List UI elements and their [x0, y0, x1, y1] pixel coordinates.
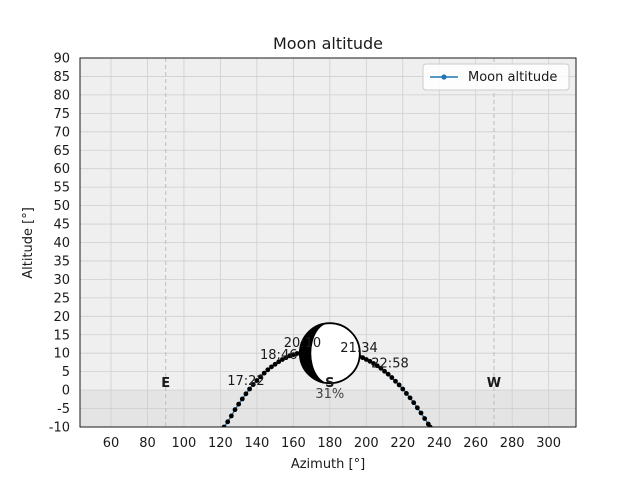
- data-point: [221, 424, 227, 427]
- y-tick-label: 10: [53, 347, 70, 362]
- data-point: [290, 352, 296, 358]
- data-point: [294, 351, 300, 356]
- data-point: [269, 364, 274, 370]
- x-tick-label: 240: [427, 436, 452, 451]
- y-tick-label: 45: [53, 218, 70, 233]
- data-point: [378, 365, 384, 371]
- data-point: [280, 357, 285, 362]
- y-tick-label: 40: [53, 236, 70, 251]
- data-point: [363, 357, 369, 362]
- data-point: [258, 374, 263, 380]
- data-point: [371, 361, 376, 366]
- time-label: 22:58: [371, 357, 408, 372]
- time-label: 17:22: [227, 374, 264, 389]
- data-point: [411, 400, 417, 406]
- data-point: [360, 355, 366, 361]
- compass-label-S: S: [325, 376, 334, 391]
- data-point: [396, 382, 402, 388]
- y-tick-label: 85: [53, 70, 70, 85]
- y-tick-label: 55: [53, 181, 70, 196]
- data-point: [422, 416, 428, 421]
- y-tick-label: 70: [53, 125, 70, 140]
- x-tick-label: 60: [103, 436, 120, 451]
- compass-label-E: E: [161, 376, 170, 391]
- y-tick-label: 80: [53, 88, 70, 103]
- moon-illumination-label: 31%: [315, 387, 344, 402]
- data-point: [261, 370, 267, 376]
- x-tick-label: 180: [317, 436, 342, 451]
- y-tick-label: 20: [53, 310, 70, 325]
- plot-frame: [79, 57, 577, 428]
- time-label: 20:10: [284, 336, 321, 351]
- data-point: [228, 413, 234, 419]
- data-point: [427, 424, 433, 427]
- x-tick-label: 100: [172, 436, 197, 451]
- data-point: [239, 396, 245, 402]
- data-point: [236, 401, 242, 407]
- data-point: [283, 355, 289, 361]
- data-point: [243, 391, 249, 397]
- x-tick-label: 260: [463, 436, 488, 451]
- data-point: [254, 378, 260, 383]
- y-tick-label: 75: [53, 107, 70, 122]
- x-tick-label: 280: [500, 436, 525, 451]
- compass-guides: [165, 58, 495, 427]
- x-tick-label: 220: [390, 436, 415, 451]
- y-tick-label: 65: [53, 144, 70, 159]
- x-tick-label: 160: [281, 436, 306, 451]
- compass-label-W: W: [487, 376, 501, 391]
- legend-marker: [441, 74, 447, 80]
- y-tick-label: 15: [53, 328, 70, 343]
- legend: Moon altitude: [422, 63, 570, 91]
- y-tick-label: 25: [53, 291, 70, 306]
- data-point: [367, 358, 373, 364]
- x-axis-label: Azimuth [°]: [291, 457, 365, 472]
- y-tick-label: 0: [62, 384, 70, 399]
- legend-label: Moon altitude: [468, 70, 557, 85]
- y-tick-label: 35: [53, 254, 70, 269]
- x-tick-label: 120: [208, 436, 233, 451]
- data-point: [382, 368, 387, 374]
- data-point: [400, 386, 406, 392]
- y-tick-label: 50: [53, 199, 70, 214]
- data-point: [389, 375, 395, 380]
- x-tick-label: 300: [536, 436, 561, 451]
- data-point: [276, 359, 282, 365]
- y-axis-label: Altitude [°]: [21, 207, 36, 279]
- time-label: 21:34: [340, 341, 377, 356]
- data-point: [247, 386, 252, 392]
- data-point: [250, 382, 256, 387]
- y-tick-label: 60: [53, 162, 70, 177]
- x-tick-label: 80: [139, 436, 156, 451]
- y-tick-label: 5: [62, 365, 70, 380]
- x-tick-label: 140: [244, 436, 269, 451]
- y-tick-label: 30: [53, 273, 70, 288]
- x-tick-label: 200: [354, 436, 379, 451]
- y-tick-label: 90: [53, 52, 70, 67]
- data-point: [385, 371, 391, 377]
- data-point: [404, 391, 409, 396]
- data-point: [407, 395, 413, 401]
- y-ticks: -10 -5 0 5 10 15 20 25 30 35 40 45 50 55 60 65 70 75 80 85 9…: [49, 52, 70, 436]
- data-point: [272, 361, 278, 367]
- moon-phase-icon: 31%: [298, 322, 361, 402]
- data-point: [374, 363, 380, 369]
- data-point: [232, 407, 238, 413]
- data-point: [414, 405, 420, 411]
- x-ticks: 60 80 100 120 140 160 180 200 220 240 260 280 300: [103, 436, 561, 451]
- data-point: [225, 419, 231, 425]
- data-point: [393, 378, 398, 384]
- time-label: 18:46: [260, 348, 297, 363]
- y-tick-label: -10: [49, 421, 70, 436]
- data-point: [287, 353, 293, 359]
- y-tick-label: -5: [57, 402, 70, 417]
- chart-title: Moon altitude: [273, 34, 383, 53]
- data-point: [418, 410, 424, 416]
- data-point: [265, 367, 271, 373]
- moon-shadow: [299, 323, 330, 384]
